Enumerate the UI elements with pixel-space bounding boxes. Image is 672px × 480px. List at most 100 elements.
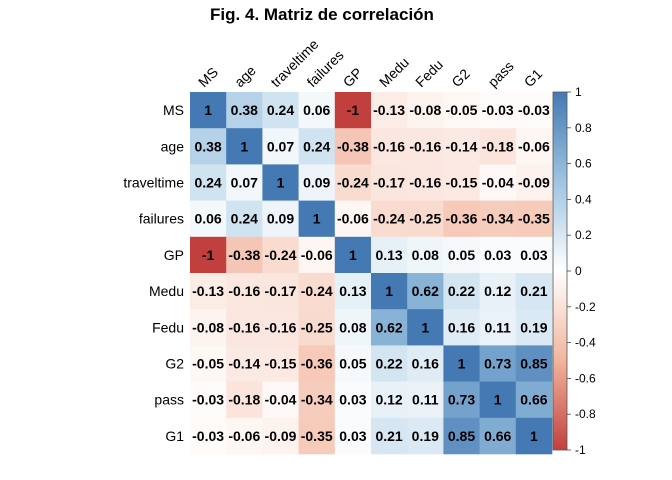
colorbar-ticks: 1 0.8 0.6 0.4 0.2 0 -0.2 -0.4 -0.6 -0.8 -1 [567, 85, 596, 457]
heatmap-cell [298, 345, 336, 382]
heatmap-cell [479, 236, 517, 274]
cell-value-label: -0.34 [301, 392, 333, 408]
cell-value-label: -0.14 [446, 138, 478, 154]
heatmap-cell [334, 345, 372, 382]
cell-value-label: 0.08 [412, 247, 439, 263]
heatmap-cell [515, 128, 553, 165]
heatmap-cell [226, 164, 263, 201]
heatmap-cell [298, 236, 336, 274]
heatmap-cell [262, 417, 299, 455]
chart-title: Fig. 4. Matriz de correlación [210, 5, 434, 24]
row-label: MS [163, 102, 184, 118]
cell-value-label: -0.34 [482, 211, 514, 227]
heatmap-cell [262, 128, 299, 165]
heatmap-cell [479, 128, 517, 165]
heatmap-cell [262, 200, 299, 238]
cell-value-label: 0.21 [520, 283, 547, 299]
cell-value-label: 0.07 [231, 175, 258, 191]
heatmap-cell [334, 92, 372, 129]
heatmap-cell [298, 92, 336, 129]
cell-value-label: -0.09 [518, 175, 550, 191]
cell-value-label: -0.06 [337, 211, 369, 227]
cell-value-label: 0.13 [375, 247, 402, 263]
cell-value-label: 0.24 [231, 211, 258, 227]
heatmap-cell [443, 273, 480, 310]
heatmap-cell [226, 417, 263, 455]
cell-value-label: 0.03 [339, 392, 366, 408]
heatmap-cell [334, 236, 372, 274]
heatmap-cell [479, 273, 517, 310]
colorbar-gradient [552, 91, 568, 451]
heatmap-cell [515, 309, 553, 346]
cell-value-label: 0.07 [267, 138, 294, 154]
heatmap-cell [298, 381, 336, 419]
heatmap-cell [334, 417, 372, 455]
heatmap-cell [443, 92, 480, 129]
cell-value-label: 0.09 [267, 211, 294, 227]
cell-value-label: 1 [313, 211, 321, 227]
heatmap-cell [262, 273, 299, 310]
heatmap-cell [298, 417, 336, 455]
heatmap-cell [226, 236, 263, 274]
cell-value-label: 1 [530, 428, 538, 444]
cell-value-label: -0.13 [373, 102, 405, 118]
column-label: Medu [376, 54, 412, 90]
cell-value-label: -0.06 [518, 138, 550, 154]
cell-value-label: -0.36 [446, 211, 478, 227]
heatmap-cell [334, 309, 372, 346]
cell-value-label: -0.17 [373, 175, 405, 191]
heatmap-cell [515, 200, 553, 238]
cell-value-label: -0.05 [446, 102, 478, 118]
heatmap-cell [443, 381, 480, 419]
cell-value-label: -0.36 [301, 356, 333, 372]
cell-value-label: -0.03 [482, 102, 514, 118]
heatmap-cell [262, 236, 299, 274]
cell-value-label: -0.16 [409, 138, 441, 154]
cell-value-label: 1 [385, 283, 393, 299]
colorbar-tick-label: -0.4 [575, 336, 596, 350]
heatmap-cell [407, 345, 444, 382]
heatmap-cell [479, 309, 517, 346]
heatmap-cell [407, 417, 444, 455]
heatmap-cell [334, 164, 372, 201]
colorbar-tick-label: 0.2 [575, 228, 592, 242]
cell-value-label: 0.16 [412, 356, 439, 372]
heatmap-cell [262, 164, 299, 201]
colorbar-tick-label: 0.6 [575, 157, 592, 171]
cell-value-label: 0.85 [520, 356, 547, 372]
value-labels: 1 0.38 0.24 0.06 -1 -0.13 -0.08 -0.05 -0.03 -0.03… [192, 102, 550, 444]
heatmap-cell [371, 273, 408, 310]
heatmap-cell [443, 345, 480, 382]
heatmap-cell [371, 92, 408, 129]
heatmap-cell [407, 236, 444, 274]
heatmap-cell [479, 345, 517, 382]
cell-value-label: -0.16 [373, 138, 405, 154]
cell-value-label: -0.24 [265, 247, 297, 263]
cell-value-label: 0.11 [412, 392, 439, 408]
cell-value-label: -0.08 [192, 319, 224, 335]
heatmap-cell [190, 92, 227, 129]
heatmap-cell [190, 345, 227, 382]
heatmap-cell [298, 309, 336, 346]
heatmap-cell [190, 200, 227, 238]
cell-value-label: -1 [347, 102, 360, 118]
heatmap-cell [515, 164, 553, 201]
heatmap-cell [515, 273, 553, 310]
colorbar-tick-label: 1 [575, 85, 582, 99]
colorbar-tick-label: -0.2 [575, 300, 596, 314]
cell-value-label: 0.12 [375, 392, 402, 408]
heatmap-cell [334, 128, 372, 165]
heatmap-cells [190, 92, 553, 455]
heatmap-cell [262, 345, 299, 382]
cell-value-label: 0.16 [448, 319, 475, 335]
cell-value-label: 1 [277, 175, 285, 191]
heatmap-cell [407, 92, 444, 129]
heatmap-cell [262, 381, 299, 419]
cell-value-label: -0.16 [265, 319, 297, 335]
cell-value-label: 0.13 [339, 283, 366, 299]
heatmap-cell [226, 381, 263, 419]
cell-value-label: 0.38 [194, 138, 221, 154]
cell-value-label: -0.08 [409, 102, 441, 118]
column-label: pass [485, 58, 517, 90]
